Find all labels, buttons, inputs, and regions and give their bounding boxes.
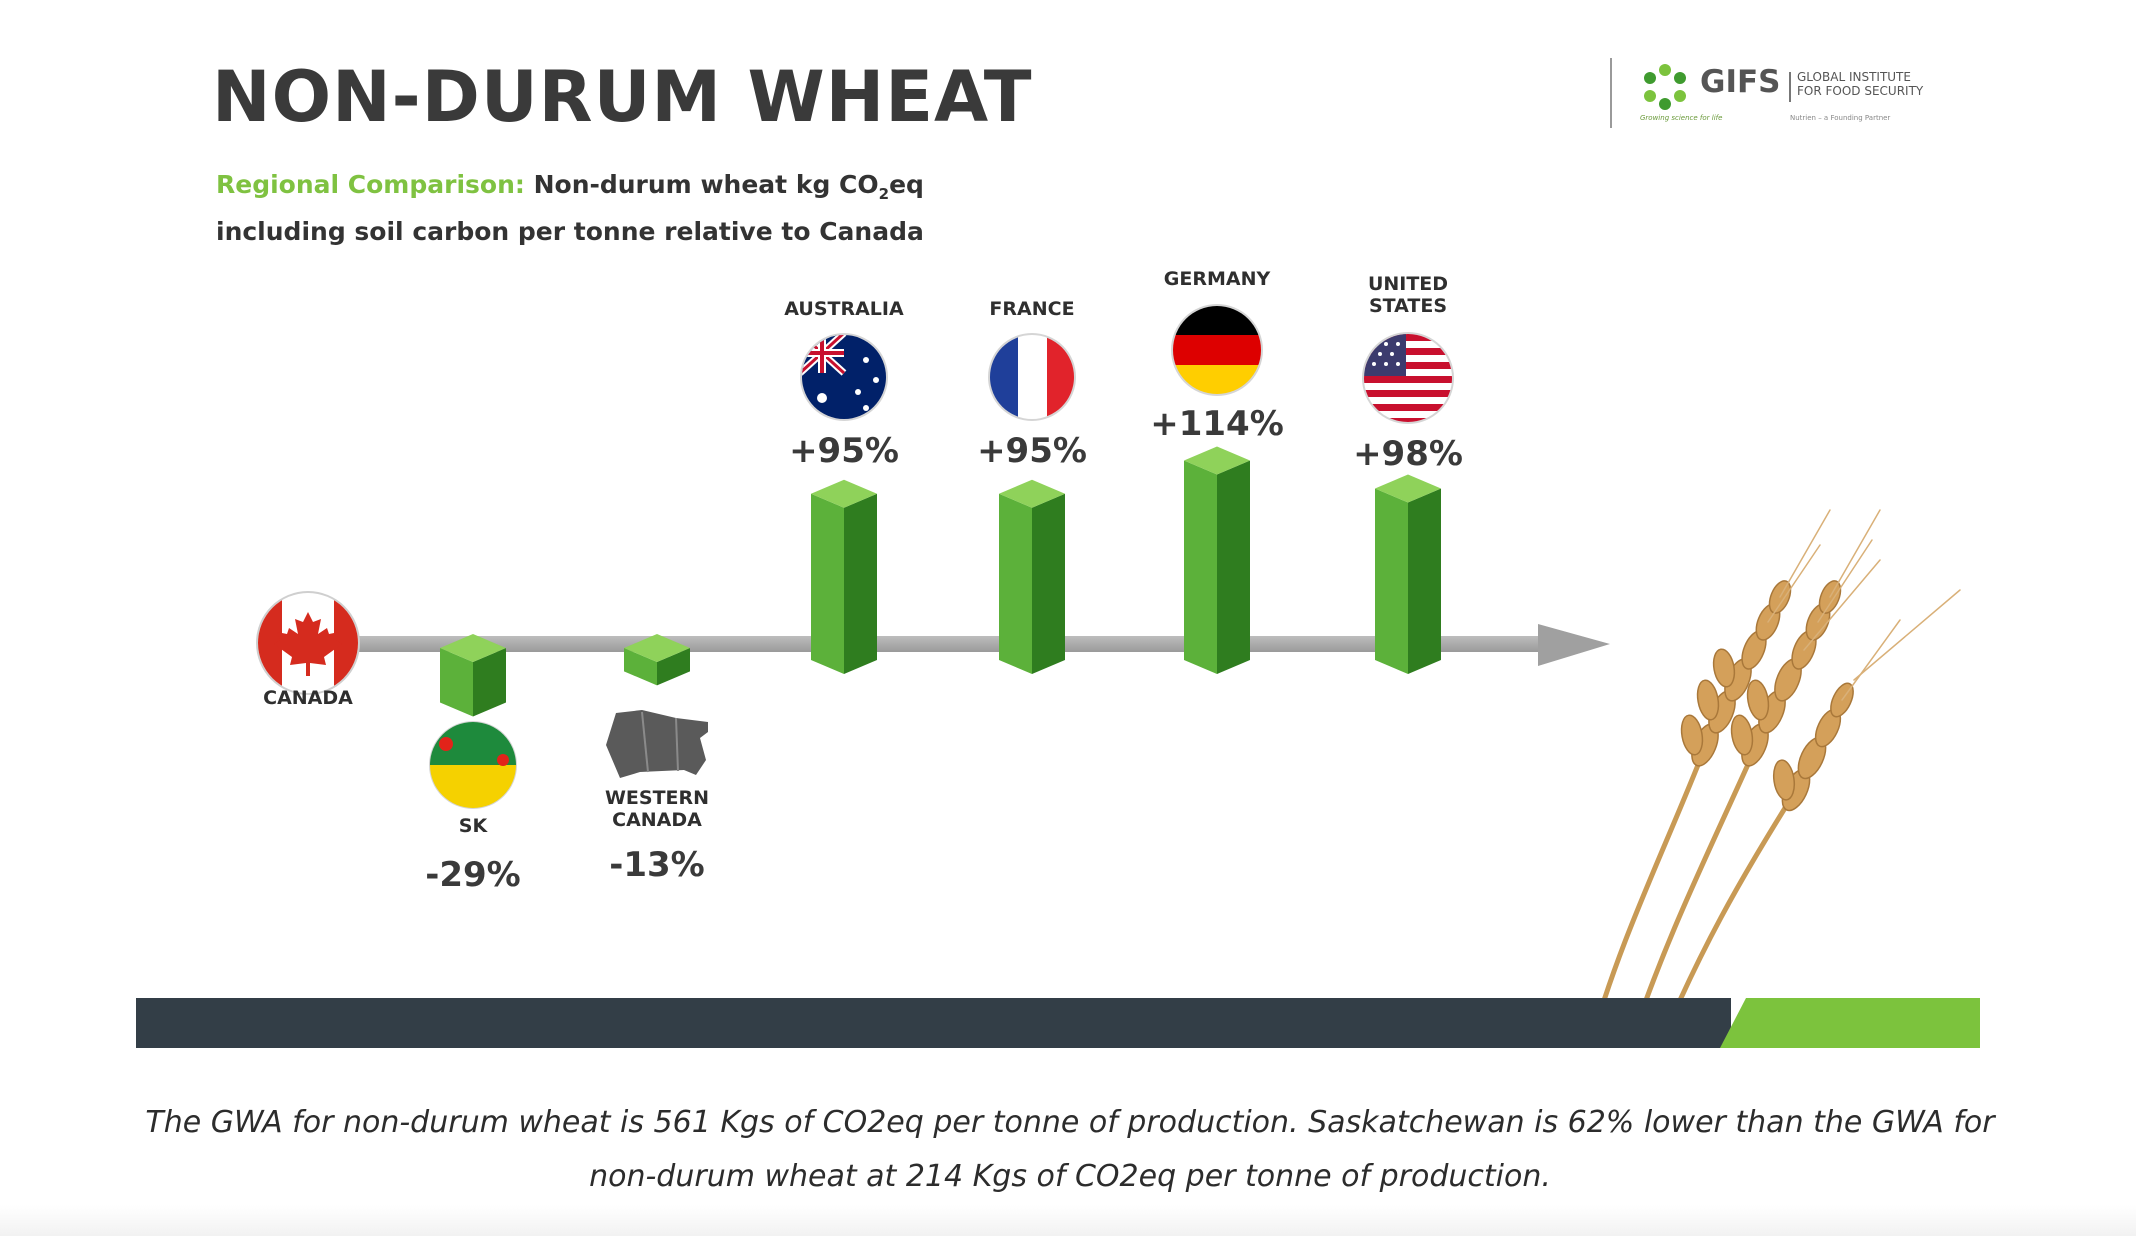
- subtitle-tail: eq: [889, 170, 924, 199]
- bar-face-left: [1375, 488, 1408, 674]
- bar: [811, 479, 877, 674]
- value-label: +95%: [789, 431, 899, 471]
- chart: CANADA: [256, 268, 1961, 1000]
- bar-top: [1184, 446, 1250, 475]
- france-flag-icon: [988, 333, 1076, 421]
- category-label: UNITED STATES: [1368, 273, 1448, 317]
- bar-face-left: [999, 493, 1032, 674]
- logo-wordmark: GIFS: [1700, 64, 1781, 100]
- bar-top: [1375, 474, 1441, 503]
- bar-face-right: [657, 648, 690, 686]
- bar: [1375, 474, 1441, 674]
- labels: SK -29% WESTERN CANADA -13% AUSTRALIA +95% FRAN…: [425, 268, 1463, 895]
- logo-separator: [1789, 72, 1791, 102]
- bottom-fade: [0, 1205, 2136, 1236]
- category-label: SK: [459, 815, 489, 837]
- bar: [999, 479, 1065, 674]
- slide-subtitle: Regional Comparison: Non-durum wheat kg …: [216, 166, 924, 250]
- footer-bar: [136, 998, 1731, 1048]
- united-states-flag-icon: [1362, 332, 1454, 424]
- saskatchewan-flag-icon: [429, 721, 517, 809]
- western-canada-map-icon: [606, 710, 708, 778]
- bar-face-left: [811, 493, 844, 674]
- value-label: +95%: [977, 431, 1087, 471]
- logo-partner: Nutrien – a Founding Partner: [1790, 114, 1891, 122]
- value-label: +98%: [1353, 434, 1463, 474]
- bar-face-right: [1408, 488, 1441, 674]
- bar-face-right: [844, 493, 877, 674]
- category-label: WESTERN CANADA: [605, 787, 709, 831]
- subtitle-accent: Regional Comparison:: [216, 170, 525, 199]
- subtitle-subscript: 2: [878, 185, 890, 203]
- bars: [440, 446, 1441, 717]
- germany-flag-icon: [1171, 304, 1263, 396]
- value-label: -29%: [425, 855, 521, 895]
- bar-face-left: [440, 648, 473, 717]
- institute-line-1: GLOBAL INSTITUTE: [1797, 70, 1911, 84]
- bar-top: [811, 479, 877, 508]
- logo-institute-name: GLOBAL INSTITUTE FOR FOOD SECURITY: [1797, 70, 1923, 98]
- gifs-logo: GIFS GLOBAL INSTITUTE FOR FOOD SECURITY …: [1610, 56, 1930, 136]
- slide-title: NON-DURUM WHEAT: [212, 56, 1033, 138]
- bar-face-left: [624, 648, 657, 686]
- logo-tagline: Growing science for life: [1640, 114, 1723, 122]
- baseline-label: CANADA: [263, 687, 353, 709]
- category-label: AUSTRALIA: [784, 298, 904, 320]
- subtitle-line2: including soil carbon per tonne relative…: [216, 217, 924, 246]
- bar: [624, 634, 690, 686]
- bar-face-right: [473, 648, 506, 717]
- bar-face-left: [1184, 460, 1217, 674]
- bar: [1184, 446, 1250, 674]
- bar-face-right: [1217, 460, 1250, 674]
- category-label: FRANCE: [989, 298, 1074, 320]
- subtitle-main: Non-durum wheat kg CO: [533, 170, 879, 199]
- canada-flag-icon: [256, 591, 360, 695]
- wheat-illustration: [1601, 509, 1961, 1000]
- bar-top: [624, 634, 690, 662]
- bar-face-right: [1032, 493, 1065, 674]
- caption: The GWA for non-durum wheat is 561 Kgs o…: [145, 1105, 1995, 1194]
- footer-accent: [1720, 998, 1980, 1048]
- value-label: +114%: [1150, 404, 1284, 444]
- bar-top: [999, 479, 1065, 508]
- gifs-leaf-ring-icon: [1644, 64, 1686, 110]
- institute-line-2: FOR FOOD SECURITY: [1797, 84, 1924, 98]
- bar-top: [440, 634, 506, 662]
- australia-flag-icon: [800, 333, 888, 421]
- logo-divider: [1610, 58, 1612, 128]
- value-label: -13%: [609, 845, 705, 885]
- bar: [440, 634, 506, 717]
- category-label: GERMANY: [1164, 268, 1271, 290]
